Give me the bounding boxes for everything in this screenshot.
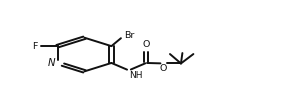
Text: F: F (32, 42, 37, 51)
Text: O: O (160, 64, 167, 73)
Text: N: N (48, 58, 55, 68)
Text: O: O (143, 40, 150, 49)
Text: NH: NH (129, 71, 143, 80)
Text: Br: Br (124, 31, 134, 40)
